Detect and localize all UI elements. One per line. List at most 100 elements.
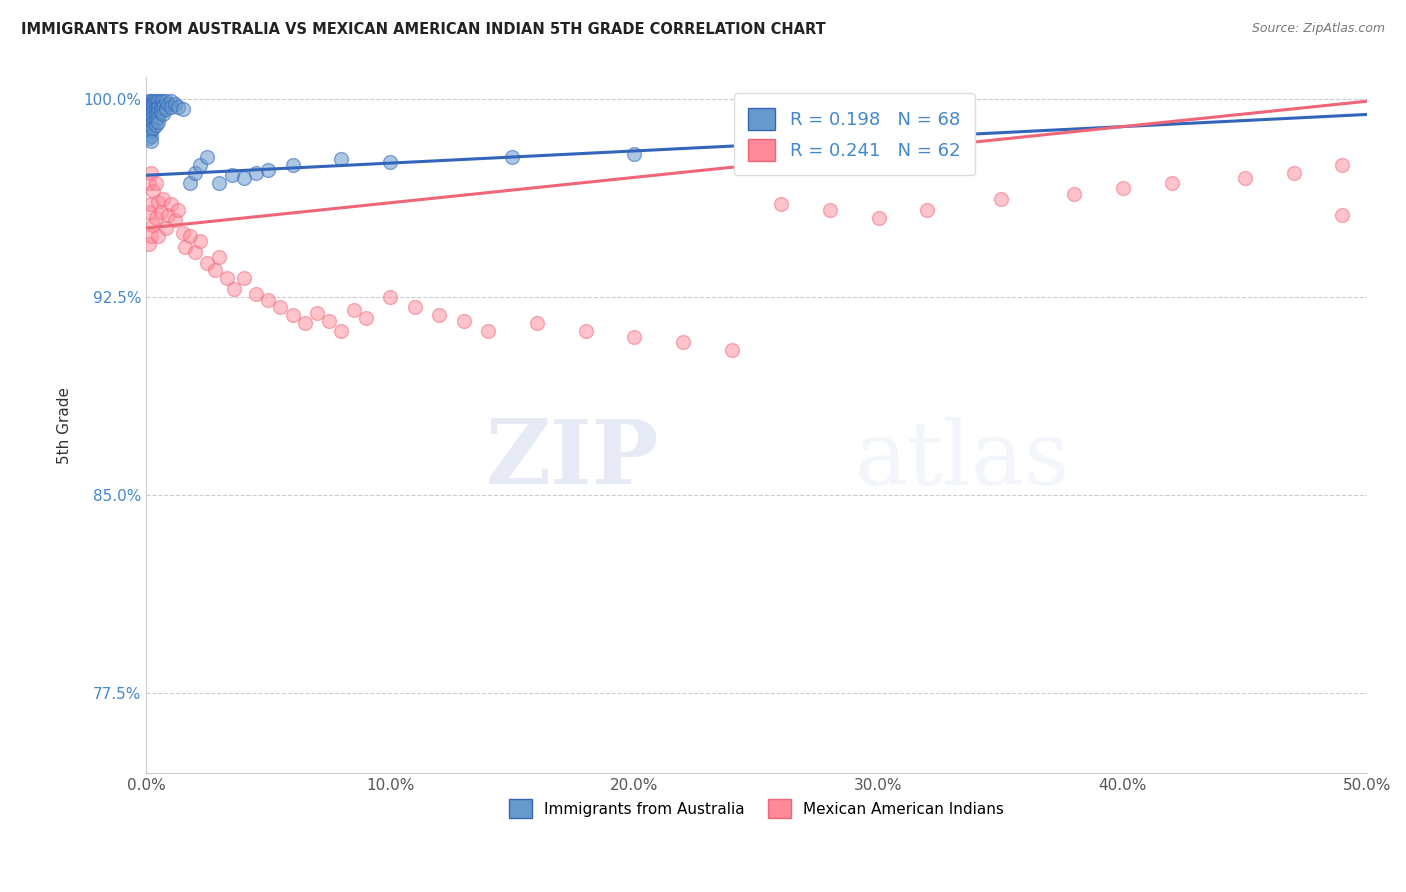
Point [155,221,177,235]
Point [152,107,174,121]
Text: atlas: atlas [853,417,1070,503]
Point [623,329,645,343]
Point [149,94,172,108]
Point [145,102,167,116]
Point [195,150,218,164]
Point [139,128,162,143]
Point [148,229,170,244]
Point [139,166,162,180]
Point [184,166,207,180]
Point [257,163,280,178]
Point [165,96,187,111]
Point [139,94,162,108]
Text: Source: ZipAtlas.com: Source: ZipAtlas.com [1251,22,1385,36]
Point [330,324,353,338]
Point [145,211,167,225]
Point [139,197,162,211]
Point [138,205,160,219]
Point [138,131,160,145]
Point [142,219,165,233]
Point [148,104,170,119]
Point [1331,158,1354,172]
Point [269,301,291,315]
Point [152,99,174,113]
Point [159,99,181,113]
Point [142,94,165,108]
Point [1331,208,1354,222]
Point [179,229,201,244]
Point [195,255,218,269]
Point [453,313,475,327]
Point [526,316,548,330]
Point [281,309,304,323]
Point [330,153,353,167]
Point [145,118,167,132]
Point [152,94,174,108]
Point [501,150,523,164]
Point [380,290,402,304]
Point [159,197,181,211]
Point [221,168,243,182]
Point [172,102,194,116]
Point [142,110,165,124]
Point [167,99,190,113]
Point [138,237,160,252]
Point [232,271,254,285]
Point [138,126,160,140]
Point [208,250,231,264]
Point [148,99,170,113]
Point [188,235,211,249]
Point [184,244,207,259]
Point [139,99,162,113]
Point [305,306,328,320]
Point [148,115,170,129]
Point [427,309,450,323]
Point [354,311,377,326]
Point [142,96,165,111]
Point [138,110,160,124]
Point [159,94,181,108]
Point [157,96,180,111]
Point [1282,166,1305,180]
Point [138,176,160,190]
Point [138,107,160,121]
Point [149,104,172,119]
Point [145,99,167,113]
Point [1233,170,1256,185]
Point [139,134,162,148]
Point [157,208,180,222]
Point [165,213,187,227]
Point [769,197,792,211]
Point [917,202,939,217]
Point [294,316,316,330]
Point [204,263,226,277]
Point [404,301,426,315]
Point [155,102,177,116]
Point [148,110,170,124]
Point [222,282,245,296]
Point [318,313,340,327]
Legend: Immigrants from Australia, Mexican American Indians: Immigrants from Australia, Mexican Ameri… [503,793,1010,824]
Point [138,99,160,113]
Point [155,94,177,108]
Point [139,123,162,137]
Point [343,303,366,318]
Point [721,343,744,357]
Point [152,192,174,206]
Point [245,166,267,180]
Point [672,334,695,349]
Point [148,194,170,209]
Text: ZIP: ZIP [485,417,659,503]
Point [142,184,165,198]
Point [145,107,167,121]
Point [990,192,1012,206]
Point [138,94,160,108]
Point [138,120,160,135]
Point [138,104,160,119]
Point [257,293,280,307]
Point [138,96,160,111]
Point [623,147,645,161]
Point [142,120,165,135]
Point [139,102,162,116]
Point [148,94,170,108]
